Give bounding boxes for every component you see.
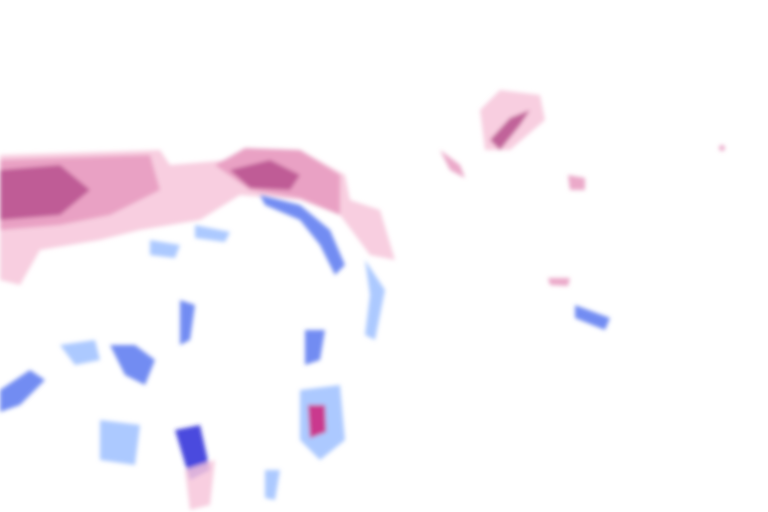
precip-cell	[230, 160, 300, 190]
precip-cell	[305, 330, 325, 365]
precip-cell	[150, 240, 180, 258]
precip-cell	[180, 300, 195, 345]
precip-cell	[195, 225, 230, 242]
precip-cell	[260, 195, 345, 275]
snow-band-north	[0, 148, 395, 285]
precip-cell	[440, 150, 465, 178]
precip-cell	[110, 345, 155, 385]
precip-cell	[575, 305, 610, 330]
precip-cell	[100, 420, 140, 465]
precip-cell	[60, 340, 100, 365]
precip-cell	[719, 145, 725, 151]
storm-northeast	[440, 90, 725, 330]
precip-cell	[0, 370, 45, 412]
rain-cells-south	[0, 300, 345, 510]
precip-cell	[308, 405, 326, 438]
precip-cell	[548, 278, 570, 286]
precip-cell	[265, 470, 280, 500]
precip-cell	[185, 460, 215, 510]
rain-arc	[150, 195, 385, 340]
precip-cell	[365, 260, 385, 340]
precip-cell	[0, 165, 90, 220]
precip-cell	[490, 110, 530, 150]
precip-cell	[568, 175, 585, 190]
